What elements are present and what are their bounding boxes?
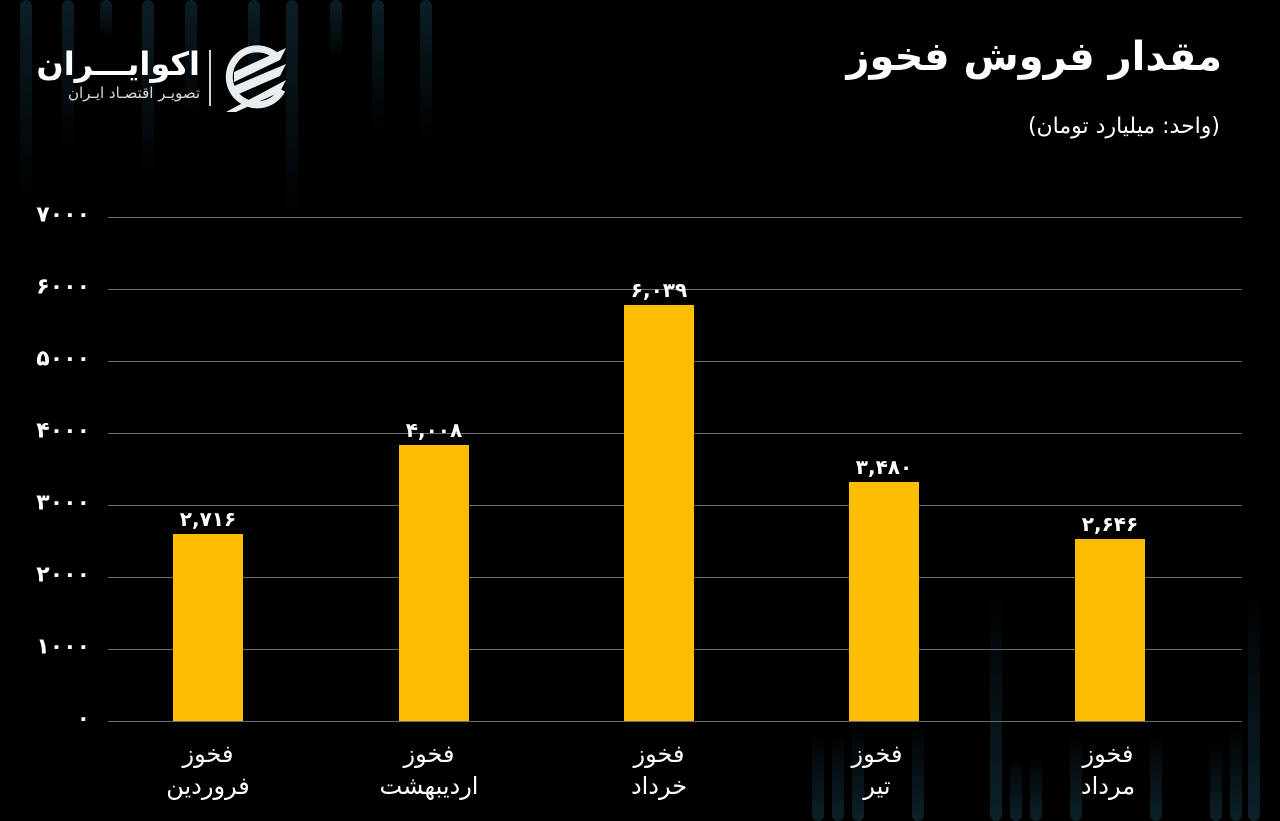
bar-tir xyxy=(849,482,919,721)
logo-text: اکوایـــران تصویـر اقتصـاد ایـران xyxy=(36,46,200,104)
x-category-label: فخوز فروردین xyxy=(166,740,250,800)
gridline-7000 xyxy=(108,217,1242,218)
x-axis-baseline xyxy=(108,721,1242,722)
logo-tagline: تصویـر اقتصـاد ایـران xyxy=(67,84,200,102)
bar-value-label: ۳,۴۸۰ xyxy=(855,455,913,479)
y-tick-label: ۱۰۰۰ xyxy=(36,634,90,660)
logo-divider xyxy=(209,50,211,106)
x-category-label: فخوز خرداد xyxy=(630,740,688,800)
x-category-label: فخوز اردیبهشت xyxy=(379,740,479,800)
chart-subtitle: (واحد: میلیارد تومان) xyxy=(1027,114,1220,139)
gridline-6000 xyxy=(108,289,1242,290)
y-tick-label: ۴۰۰۰ xyxy=(36,418,90,444)
bar-value-label: ۲,۷۱۶ xyxy=(179,507,237,531)
logo-name: اکوایـــران xyxy=(36,45,200,83)
bar-value-label: ۴,۰۰۸ xyxy=(405,418,463,442)
y-tick-label: ۳۰۰۰ xyxy=(36,490,90,516)
chart-title: مقدار فروش فخوز xyxy=(846,34,1222,80)
x-category-label: فخوز تیر xyxy=(851,740,903,800)
y-tick-label: ۷۰۰۰ xyxy=(36,202,90,228)
bar-ordibehesht xyxy=(399,445,469,721)
y-tick-label: ۶۰۰۰ xyxy=(36,274,90,300)
y-tick-label: ۲۰۰۰ xyxy=(36,562,90,588)
brand-logo: اکوایـــران تصویـر اقتصـاد ایـران xyxy=(36,38,292,114)
y-tick-label: ۵۰۰۰ xyxy=(36,346,90,372)
ecoiran-logo-icon xyxy=(225,45,286,112)
bar-value-label: ۶,۰۳۹ xyxy=(630,278,688,302)
bar-value-label: ۲,۶۴۶ xyxy=(1081,512,1139,536)
bar-khordad xyxy=(624,305,694,721)
y-tick-label: ۰ xyxy=(76,706,90,732)
bar-mordad xyxy=(1075,539,1145,721)
bar-farvardin xyxy=(173,534,243,721)
x-category-label: فخوز مرداد xyxy=(1080,740,1136,800)
